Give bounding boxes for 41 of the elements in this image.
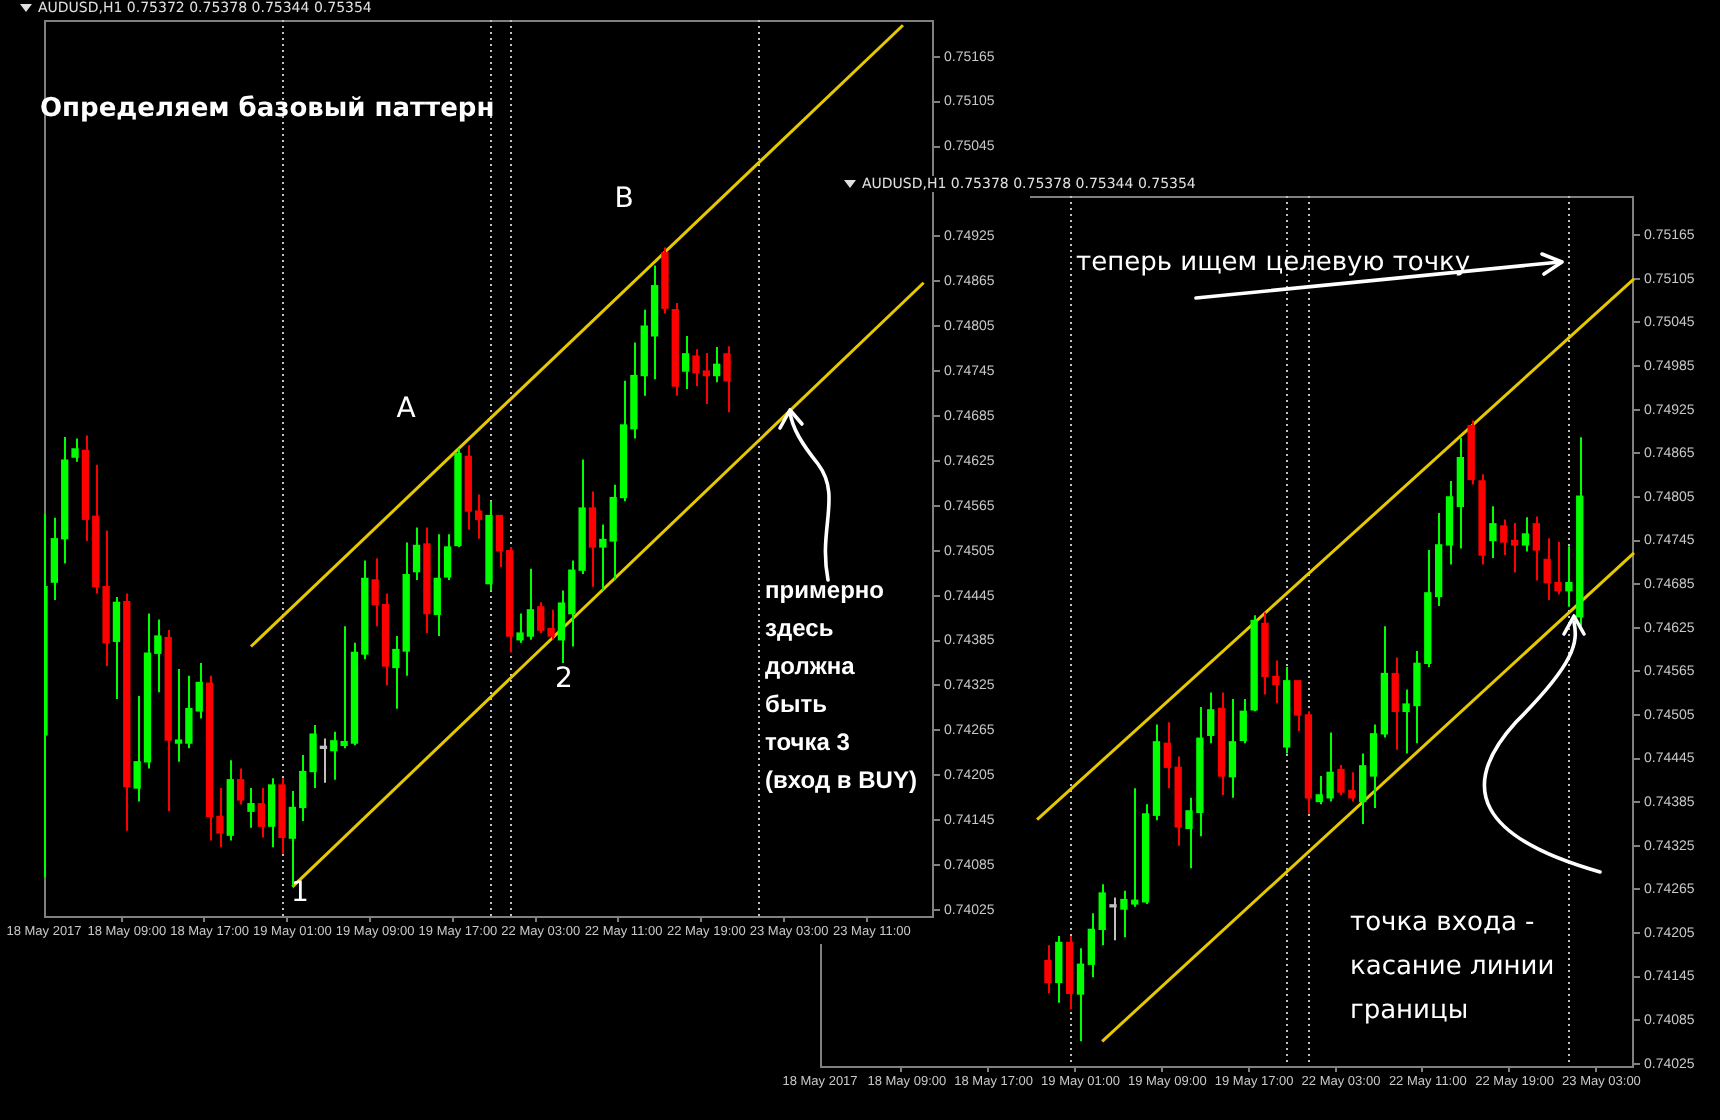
candlestick — [713, 346, 721, 384]
annotation: 2 — [555, 663, 573, 696]
candlestick — [268, 777, 276, 849]
candlestick — [1087, 912, 1095, 979]
annotation: теперь ищем целевую точку — [1076, 247, 1471, 278]
candlestick — [1510, 522, 1519, 574]
text: Определяем базовый паттерн — [40, 93, 495, 124]
candlestick — [1098, 883, 1106, 947]
candlestick — [1489, 505, 1497, 559]
candlestick — [1207, 691, 1215, 745]
candlestick — [1109, 896, 1117, 942]
candlestick — [443, 533, 452, 581]
candlestick — [599, 523, 607, 592]
annotation: примерно здесь должна быть точка 3 (вход в BUY) — [765, 576, 917, 795]
candlestick — [1500, 518, 1508, 557]
candlestick — [71, 437, 79, 463]
annotation: точка входа - касание линии границы — [1350, 907, 1555, 1026]
candlestick — [412, 526, 421, 581]
candlestick — [433, 533, 441, 638]
candlestick — [236, 767, 245, 806]
candlestick — [1391, 656, 1399, 751]
candlestick — [1076, 947, 1085, 1043]
annotation: 1 — [291, 877, 309, 910]
candlestick — [112, 596, 121, 700]
candlestick — [681, 334, 690, 391]
candlestick — [247, 787, 255, 829]
candlestick — [1532, 515, 1540, 582]
annotation: A — [396, 393, 417, 426]
candlestick — [1163, 721, 1171, 790]
candlestick — [723, 345, 731, 414]
candlestick — [1239, 697, 1247, 745]
candlestick — [1369, 723, 1378, 809]
candlestick — [1044, 944, 1052, 995]
candlestick — [1293, 679, 1302, 732]
candlestick — [1359, 752, 1367, 825]
candlestick — [1521, 516, 1530, 553]
candlestick — [1055, 934, 1063, 1004]
candlestick — [257, 787, 265, 839]
candlestick — [1228, 697, 1237, 799]
annotation: B — [614, 183, 634, 216]
candlestick — [588, 490, 597, 588]
